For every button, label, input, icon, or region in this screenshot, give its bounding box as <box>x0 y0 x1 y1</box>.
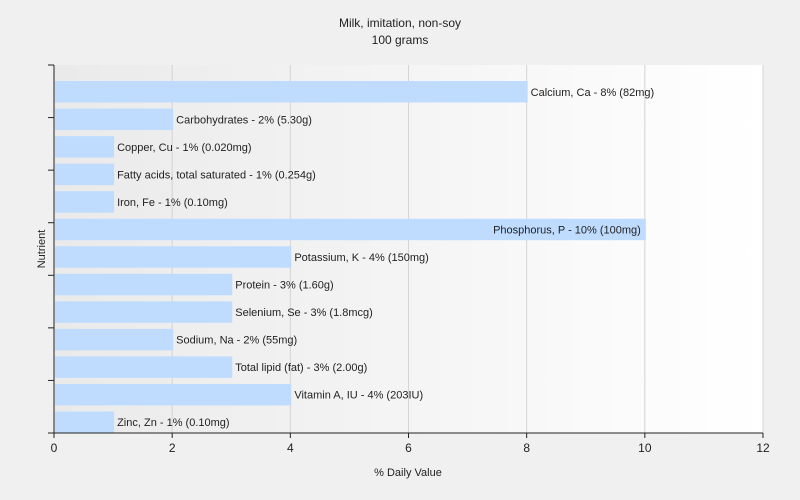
chart-subtitle: 100 grams <box>372 33 429 47</box>
bar-label: Fatty acids, total saturated - 1% (0.254… <box>117 169 316 181</box>
bar-label: Carbohydrates - 2% (5.30g) <box>176 114 312 126</box>
y-axis-label: Nutrient <box>36 230 48 269</box>
bar <box>55 301 233 323</box>
bar <box>55 218 646 241</box>
x-tick-label: 2 <box>169 441 176 455</box>
bar-label: Calcium, Ca - 8% (82mg) <box>531 87 654 99</box>
bar <box>55 136 115 158</box>
bar-label: Iron, Fe - 1% (0.10mg) <box>117 197 228 209</box>
x-tick-label: 12 <box>756 441 770 455</box>
bar-label: Protein - 3% (1.60g) <box>235 280 333 292</box>
bar-label: Phosphorus, P - 10% (100mg) <box>493 224 641 236</box>
bar-label: Potassium, K - 4% (150mg) <box>294 252 429 264</box>
x-tick-label: 8 <box>523 441 530 455</box>
x-tick-label: 4 <box>287 441 294 455</box>
x-tick-label: 6 <box>405 441 412 455</box>
bar <box>55 163 115 186</box>
bar <box>55 328 174 351</box>
chart-title: Milk, imitation, non-soy <box>339 16 461 30</box>
bar-label: Total lipid (fat) - 3% (2.00g) <box>235 362 367 374</box>
x-tick-label: 10 <box>638 441 652 455</box>
bar <box>55 191 115 213</box>
bar-label: Copper, Cu - 1% (0.020mg) <box>117 142 252 154</box>
bar <box>55 273 233 296</box>
x-axis-label: % Daily Value <box>374 467 442 479</box>
bar <box>55 356 233 378</box>
bar-label: Selenium, Se - 3% (1.8mcg) <box>235 307 373 319</box>
bar <box>55 81 528 103</box>
bar <box>55 411 115 433</box>
bars-group: Calcium, Ca - 8% (82mg) Carbohydrates - 2… <box>55 81 654 433</box>
x-tick-label: 0 <box>51 441 58 455</box>
bar-label: Vitamin A, IU - 4% (203IU) <box>294 390 423 402</box>
bar <box>55 383 292 406</box>
bar <box>55 108 174 131</box>
bar-label: Zinc, Zn - 1% (0.10mg) <box>117 417 229 429</box>
bar <box>55 246 292 268</box>
bar-label: Sodium, Na - 2% (55mg) <box>176 335 297 347</box>
axes-group: 0 2 4 6 8 10 12 <box>48 64 770 455</box>
